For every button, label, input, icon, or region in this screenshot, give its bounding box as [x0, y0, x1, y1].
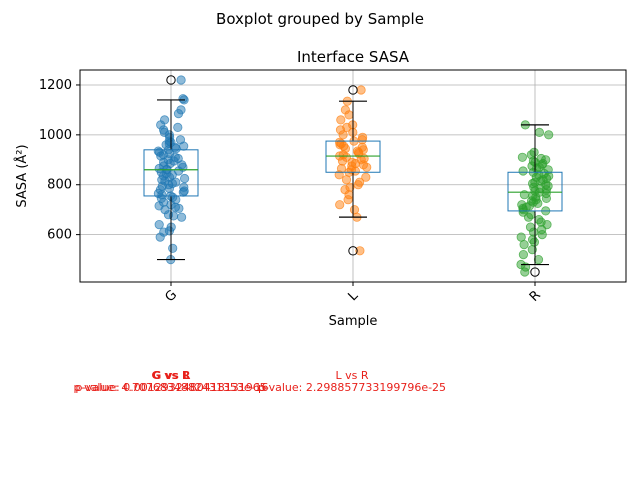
x-tick-label: G [162, 287, 180, 305]
x-axis-label: Sample [329, 314, 378, 329]
data-point [334, 137, 345, 147]
box-rect [143, 149, 199, 197]
chart-title: Interface SASA [297, 48, 410, 66]
data-point [534, 127, 545, 137]
flier [348, 85, 358, 95]
data-point [516, 232, 526, 242]
data-point [354, 177, 365, 187]
x-tick-label: R [527, 288, 544, 305]
flier [348, 246, 358, 256]
data-point [177, 212, 187, 222]
data-point [153, 146, 163, 156]
data-point [356, 85, 366, 95]
data-point [173, 122, 183, 133]
data-point [171, 177, 181, 187]
stat-annotations: G vs R G vs L p-value: 4.707683488243135… [73, 369, 446, 394]
data-point [180, 173, 190, 184]
points-G [153, 75, 190, 265]
data-point [168, 243, 178, 253]
points-L [334, 85, 372, 256]
data-point [355, 246, 365, 256]
annotation-label-g-vs-l: G vs L [152, 369, 189, 382]
flier [166, 75, 176, 85]
y-tick-label: 1000 [39, 128, 72, 143]
y-tick-label: 600 [47, 228, 72, 243]
y-axis-label: SASA (Å²) [14, 144, 30, 207]
data-point [349, 205, 360, 215]
annotation-label-g-vs-r: G vs R [152, 369, 191, 382]
annotation-label-l-vs-r: L vs R [335, 369, 368, 382]
data-point [340, 105, 350, 115]
annotation-pvalue-g-vs-l: p-value: 0.0012932480418131965 [75, 381, 266, 394]
x-tick-label: L [345, 288, 361, 304]
data-point [544, 130, 554, 140]
data-point [176, 105, 186, 115]
data-point [336, 115, 346, 125]
data-point [176, 75, 186, 85]
points-R [516, 120, 554, 277]
data-point [536, 153, 546, 164]
data-point [336, 163, 347, 174]
data-point [525, 222, 536, 232]
data-point [518, 166, 528, 176]
data-point [335, 200, 345, 210]
flier [530, 267, 540, 277]
box-L [325, 85, 381, 256]
data-point [345, 182, 355, 192]
plot-content [143, 75, 563, 277]
data-point [527, 235, 538, 245]
box-rect [325, 140, 381, 173]
data-point [517, 200, 527, 210]
annotation-pvalue-g-vs-r: p-value: 4.7076834882431353e-16 [73, 381, 268, 394]
box-G [143, 75, 199, 261]
annotation-pvalue-l-vs-r: p-value: 2.298857733199796e-25 [258, 381, 446, 394]
data-point [178, 94, 188, 104]
data-point [179, 182, 189, 192]
y-tick-label: 800 [47, 178, 72, 193]
data-point [357, 132, 368, 142]
data-point [517, 152, 528, 162]
y-axis: 600 800 1000 1200 [39, 78, 80, 243]
data-point [175, 135, 186, 145]
data-point [154, 220, 164, 230]
data-point [347, 157, 357, 167]
data-point [526, 210, 536, 220]
box-rect [507, 171, 563, 212]
data-point [529, 147, 539, 157]
box-R [507, 124, 563, 277]
data-point [361, 172, 371, 182]
data-point [518, 250, 529, 260]
y-tick-label: 1200 [39, 78, 72, 93]
data-point [534, 215, 544, 225]
data-point [533, 255, 544, 265]
data-point [160, 115, 170, 125]
figure-suptitle: Boxplot grouped by Sample [216, 10, 424, 28]
